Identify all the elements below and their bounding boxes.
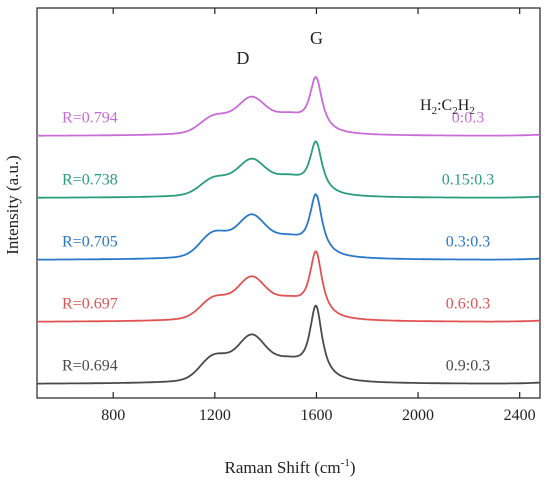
x-tick-label: 2000 [402,407,434,424]
legend-title: H2:C2H2 [420,97,475,117]
series-ratio-label: 0.15:0.3 [442,171,494,188]
peak-label: D [236,48,249,68]
series-lines [37,75,541,385]
series-line [37,193,541,261]
series-r-label: R=0.738 [62,171,118,188]
series-line [37,304,540,385]
x-tick-label: 800 [101,407,125,424]
plot-area-frame [36,7,541,399]
legend-title-subscript: 2 [432,105,438,117]
legend-title-subscript: 2 [469,105,475,117]
series-r-label: R=0.705 [62,233,118,250]
x-tick-label: 2400 [504,407,536,424]
series-line [37,75,540,137]
series-r-label: R=0.697 [62,295,118,312]
series-ratio-label: 0.3:0.3 [446,233,490,250]
x-axis-title-superscript: -1 [341,457,350,469]
y-axis-title: Intensity (a.u.) [3,155,22,255]
series-r-label: R=0.794 [62,109,118,126]
series-ratio-label: 0.9:0.3 [446,357,490,374]
series-line [37,250,541,323]
x-axis-title-text: Raman Shift (cm [225,458,341,477]
x-axis-ticks: 800 1200 1600 2000 2400 [101,8,536,424]
series-labels: R=0.794 0:0.3 R=0.738 0.15:0.3 R=0.705 0.3:0.… [62,109,494,374]
series-r-label: R=0.694 [62,357,118,374]
legend-title-text: H [420,97,432,114]
legend-title-text: :C [437,97,452,114]
legend-title-subscript: 2 [452,105,458,117]
x-tick-label: 1200 [199,407,231,424]
legend-title-text: H [458,97,470,114]
peak-label: G [310,28,323,48]
peak-labels: DG [236,28,323,68]
x-axis-title-suffix: ) [350,458,356,477]
x-tick-label: 1600 [300,407,332,424]
series-ratio-label: 0.6:0.3 [446,295,490,312]
series-line [37,140,540,199]
x-axis-title: Raman Shift (cm-1) [225,457,356,477]
series-ratio-label: 0:0.3 [452,109,484,126]
